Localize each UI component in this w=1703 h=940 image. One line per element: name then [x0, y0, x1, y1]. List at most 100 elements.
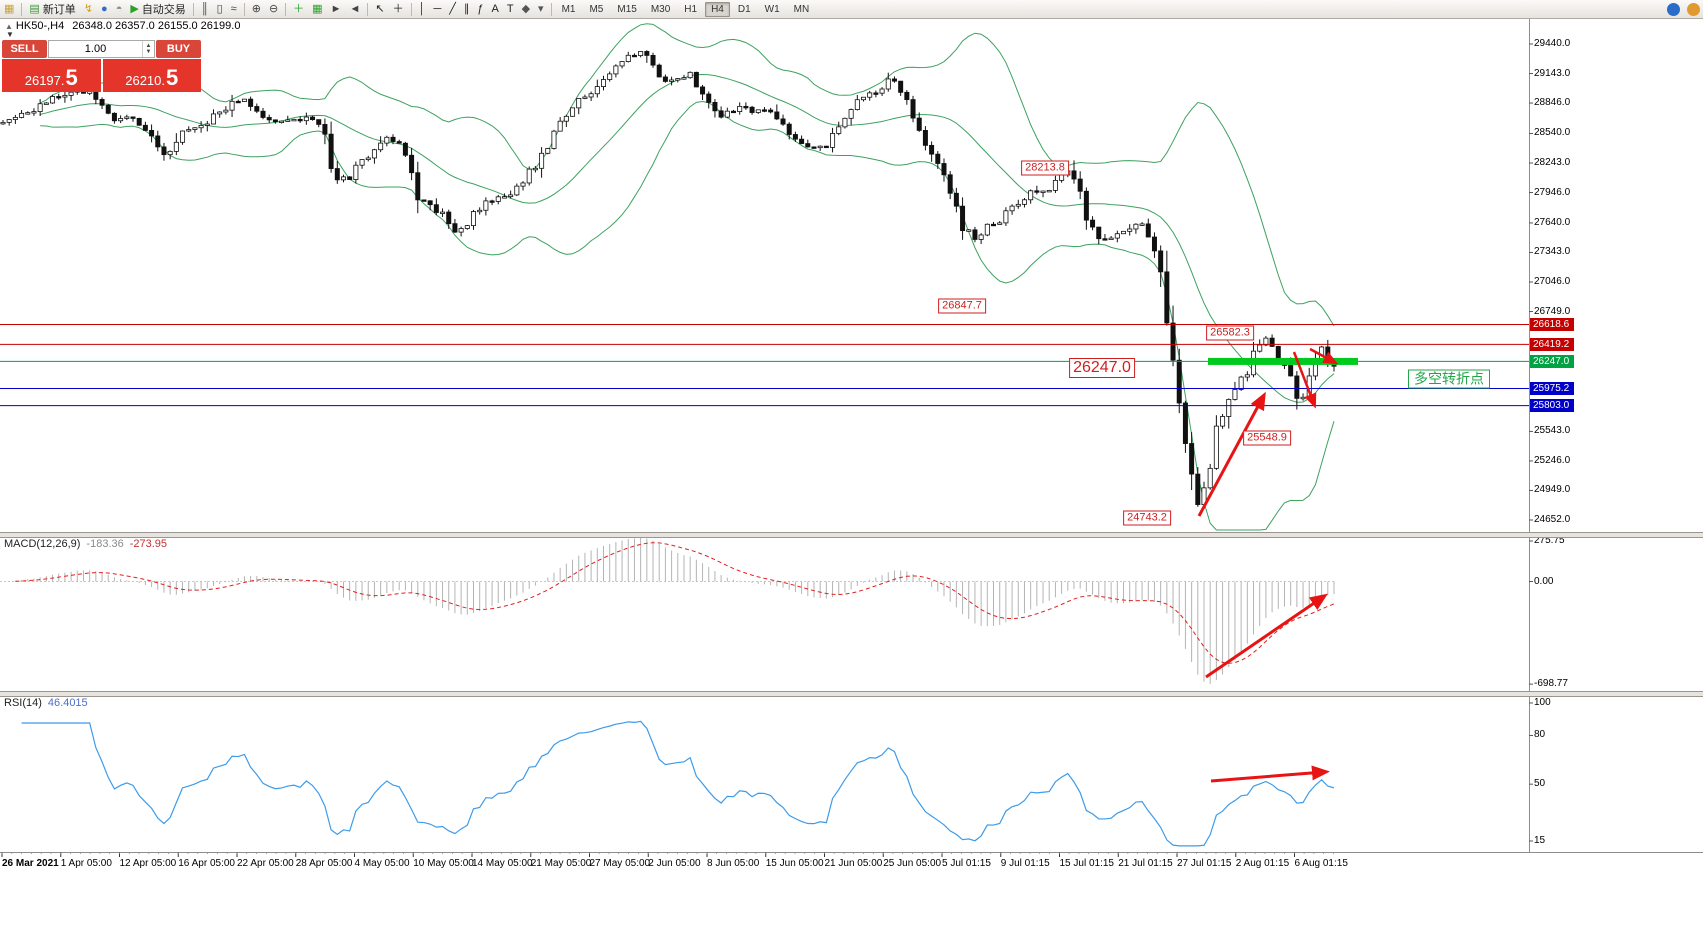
- toolbar-separator: [550, 2, 552, 16]
- timeframe-d1[interactable]: D1: [737, 3, 751, 15]
- symbol-label: HK50-,H4: [15, 20, 65, 32]
- candlestick-icon: ▯: [216, 3, 223, 15]
- time-axis-label: 10 May 05:00: [413, 858, 474, 869]
- price-tag-26419.2: 26419.2: [1530, 337, 1574, 351]
- support-icon: ◓: [115, 3, 123, 15]
- timeframe-m15[interactable]: M15: [617, 3, 637, 15]
- chart-shift-icon[interactable]: ◄: [345, 1, 364, 17]
- timeframe-m1[interactable]: M1: [561, 3, 576, 15]
- profile-icon[interactable]: [1687, 2, 1700, 16]
- volume-spinner[interactable]: ▲ ▼: [142, 41, 154, 57]
- price-axis-label: 27946.0: [1534, 186, 1571, 198]
- vertical-line-icon[interactable]: │: [415, 1, 430, 17]
- buy-price-fraction: 5: [166, 65, 179, 90]
- chart-symbol-info: ▲ HK50-,H4 26348.0 26357.0 26155.0 26199.0: [5, 20, 240, 32]
- drawn-arrows[interactable]: [1197, 347, 1339, 783]
- timeframe-mn[interactable]: MN: [793, 3, 810, 15]
- toolbar-group-timeframes: M1 M5 M15 M30 H1 H4 D1 W1 MN: [555, 0, 817, 18]
- new-order-button-label: 新订单: [42, 4, 76, 16]
- macd-panel-splitter[interactable]: [0, 532, 1703, 538]
- price-axis-label: 28243.0: [1534, 157, 1571, 168]
- notifications-icon[interactable]: [1667, 2, 1680, 16]
- time-axis-label: 8 Jun 05:00: [707, 858, 760, 869]
- new-chart-icon[interactable]: ▦: [0, 1, 18, 17]
- line-chart-icon[interactable]: ≈: [227, 1, 241, 17]
- text-icon: A: [491, 3, 499, 15]
- buy-price-display[interactable]: 26210. 5: [102, 59, 201, 92]
- sell-price-display[interactable]: 26197. 5: [2, 59, 101, 92]
- zoom-in-icon[interactable]: ⊕: [248, 1, 265, 17]
- toolbar-group-layout: ＋ ▦ ► ◄: [289, 0, 364, 18]
- rsi-panel-splitter[interactable]: [0, 691, 1703, 697]
- macd-scale-label: 275.75: [1534, 535, 1565, 546]
- spinner-up-icon[interactable]: ▲: [145, 43, 152, 49]
- toolbar-separator: [367, 2, 369, 16]
- ohlc-values: 26348.0 26357.0 26155.0 26199.0: [72, 20, 241, 32]
- spinner-down-icon[interactable]: ▼: [145, 49, 152, 55]
- time-axis[interactable]: 26 Mar 2021 1 Apr 05:00 12 Apr 05:00 16 Apr…: [0, 852, 1703, 940]
- chart-price-label[interactable]: 26847.7: [938, 298, 986, 314]
- time-axis-label: 26 Mar 2021: [2, 858, 59, 869]
- trendline-icon[interactable]: ╱: [445, 1, 460, 17]
- chart-price-label[interactable]: 28213.8: [1021, 160, 1069, 176]
- chart-price-label[interactable]: 26582.3: [1206, 325, 1254, 341]
- rsi-value: 46.4015: [47, 697, 88, 709]
- rsi-scale-label: 80: [1534, 729, 1546, 741]
- cursor-icon[interactable]: ↖: [371, 1, 388, 17]
- auto-scroll-icon[interactable]: ►: [327, 1, 346, 17]
- horizontal-line-icon[interactable]: ─: [429, 1, 445, 17]
- quick-trade-icon[interactable]: ↯: [80, 1, 97, 17]
- sell-price-main: 26197.: [24, 73, 65, 88]
- toolbar-separator: [192, 2, 194, 16]
- indicators-icon[interactable]: ＋: [289, 1, 308, 17]
- text-label-icon[interactable]: T: [503, 1, 518, 17]
- shapes-icon[interactable]: ◆: [518, 1, 534, 17]
- axis-ticks: [1, 43, 1533, 857]
- time-axis-label: 9 Jul 01:15: [1000, 858, 1050, 869]
- zoom-out-icon[interactable]: ⊖: [265, 1, 282, 17]
- buy-button[interactable]: BUY: [156, 40, 201, 58]
- text-icon[interactable]: A: [487, 1, 502, 17]
- support-icon[interactable]: ◓: [112, 1, 127, 17]
- arrows-dropdown-icon[interactable]: ▾: [534, 1, 548, 17]
- line-chart-icon: ≈: [230, 3, 237, 15]
- time-axis-label: 4 May 05:00: [354, 858, 410, 869]
- timeframe-m30[interactable]: M30: [650, 3, 671, 15]
- tile-windows-icon[interactable]: ▦: [308, 1, 326, 17]
- time-axis-label: 14 May 05:00: [472, 858, 533, 869]
- candlestick-icon[interactable]: ▯: [213, 1, 227, 17]
- webtrader-icon[interactable]: ●: [97, 1, 112, 17]
- price-tag-26247.0: 26247.0: [1530, 354, 1574, 368]
- timeframe-h1[interactable]: H1: [684, 3, 698, 15]
- chart-price-label[interactable]: 26247.0: [1069, 358, 1135, 378]
- channel-icon[interactable]: ∥: [460, 1, 474, 17]
- chart-price-label[interactable]: 24743.2: [1123, 510, 1171, 526]
- autotrade-button[interactable]: ▶ 自动交易: [126, 1, 189, 17]
- timeframe-m5[interactable]: M5: [589, 3, 604, 15]
- time-axis-label: 27 Jul 01:15: [1177, 858, 1232, 869]
- price-tag-25803.0: 25803.0: [1530, 399, 1574, 413]
- price-axis-label: 24949.0: [1534, 484, 1571, 496]
- toolbar-separator: [21, 2, 23, 16]
- one-click-collapse-icon[interactable]: ▼: [6, 30, 14, 39]
- toolbar-group-pointer: ↖ ＋: [371, 0, 407, 18]
- new-order-button[interactable]: ▤ 新订单: [25, 1, 79, 17]
- toolbar-group-trade: ▤ 新订单 ↯ ● ◓ ▶ 自动交易: [25, 0, 189, 18]
- price-scale-divider: [1529, 18, 1530, 852]
- price-axis-label: 28846.0: [1534, 97, 1571, 109]
- volume-input[interactable]: 1.00 ▲ ▼: [48, 40, 155, 58]
- timeframe-h4[interactable]: H4: [705, 1, 730, 17]
- bar-chart-icon[interactable]: ║: [197, 1, 213, 17]
- chart-price-label[interactable]: 25548.9: [1243, 430, 1291, 446]
- crosshair-icon[interactable]: ＋: [389, 1, 408, 17]
- text-label-icon: T: [506, 3, 514, 15]
- timeframe-w1[interactable]: W1: [764, 3, 780, 15]
- sell-button[interactable]: SELL: [2, 40, 47, 58]
- horizontal-lines[interactable]: [0, 323, 1529, 407]
- turning-point-label[interactable]: 多空转折点: [1408, 369, 1490, 389]
- fibonacci-icon[interactable]: ƒ: [473, 1, 487, 17]
- macd-name: MACD(12,26,9): [4, 538, 81, 550]
- rsi-scale-label: 15: [1534, 835, 1546, 846]
- price-tag-25975.2: 25975.2: [1530, 381, 1574, 395]
